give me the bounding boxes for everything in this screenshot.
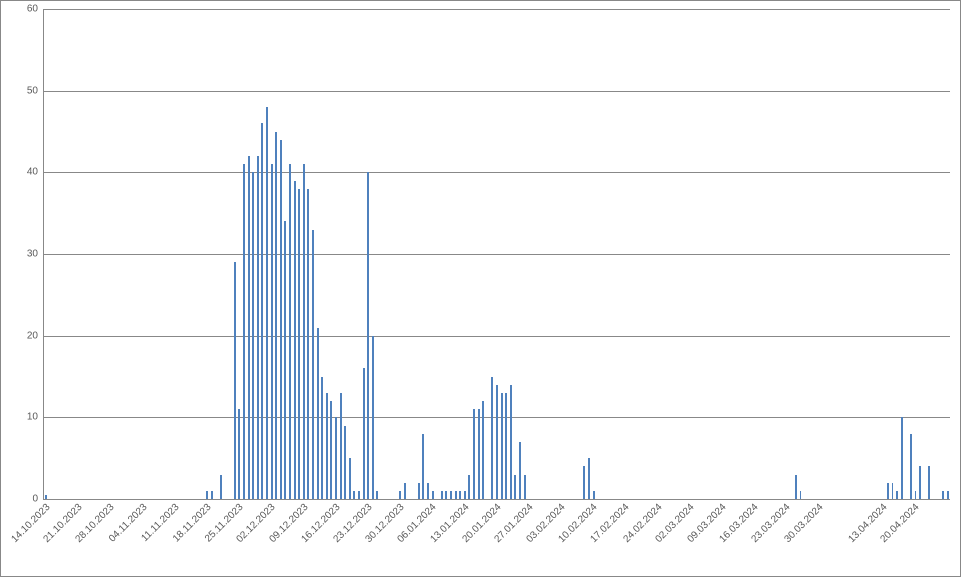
bar [501, 393, 503, 499]
bar [947, 491, 949, 499]
y-gridline [44, 9, 950, 10]
bar [376, 491, 378, 499]
y-gridline [44, 336, 950, 337]
bar [317, 328, 319, 500]
bar [519, 442, 521, 499]
bar [910, 434, 912, 499]
bar [335, 417, 337, 499]
bar [473, 409, 475, 499]
bar [795, 475, 797, 500]
bar [275, 132, 277, 500]
bar [307, 189, 309, 499]
bar [450, 491, 452, 499]
bar [238, 409, 240, 499]
bar [45, 495, 47, 499]
y-tick-label: 20 [27, 330, 44, 341]
bar [491, 377, 493, 500]
bar [358, 491, 360, 499]
y-gridline [44, 254, 950, 255]
bar [583, 466, 585, 499]
bar [445, 491, 447, 499]
bar [289, 164, 291, 499]
bar [284, 221, 286, 499]
y-gridline [44, 172, 950, 173]
bar [482, 401, 484, 499]
bar [478, 409, 480, 499]
y-tick-label: 30 [27, 249, 44, 260]
bar [468, 475, 470, 500]
bar [928, 466, 930, 499]
y-gridline [44, 91, 950, 92]
bar [432, 491, 434, 499]
bar [326, 393, 328, 499]
bar [353, 491, 355, 499]
bar [404, 483, 406, 499]
bar [206, 491, 208, 499]
bar [248, 156, 250, 499]
bar [321, 377, 323, 500]
bar [271, 164, 273, 499]
bar [418, 483, 420, 499]
y-tick-label: 40 [27, 167, 44, 178]
bar [220, 475, 222, 500]
bar [363, 368, 365, 499]
bar [496, 385, 498, 499]
bar [514, 475, 516, 500]
bar [211, 491, 213, 499]
bar [280, 140, 282, 499]
bar [372, 336, 374, 499]
y-tick-label: 60 [27, 4, 44, 15]
bar [349, 458, 351, 499]
bar [459, 491, 461, 499]
bar [505, 393, 507, 499]
bar [243, 164, 245, 499]
bar [252, 172, 254, 499]
bar [399, 491, 401, 499]
y-tick-label: 50 [27, 85, 44, 96]
y-tick-label: 10 [27, 412, 44, 423]
bar [261, 123, 263, 499]
bar [915, 491, 917, 499]
bar [588, 458, 590, 499]
bar [427, 483, 429, 499]
bar [303, 164, 305, 499]
bar [887, 483, 889, 499]
bar [593, 491, 595, 499]
bar [234, 262, 236, 499]
bar [340, 393, 342, 499]
bar [524, 475, 526, 500]
bar [896, 491, 898, 499]
chart-frame: 010203040506014.10.202321.10.202328.10.2… [0, 0, 961, 577]
bar [455, 491, 457, 499]
bar [266, 107, 268, 499]
bar [441, 491, 443, 499]
bar [422, 434, 424, 499]
plot-area: 010203040506014.10.202321.10.202328.10.2… [43, 9, 950, 500]
bar [892, 483, 894, 499]
bar [800, 491, 802, 499]
bar [257, 156, 259, 499]
bar [312, 230, 314, 500]
bar [901, 417, 903, 499]
bar [294, 181, 296, 500]
bar [464, 491, 466, 499]
bar [330, 401, 332, 499]
bar [298, 189, 300, 499]
bar [510, 385, 512, 499]
bar [344, 426, 346, 500]
bar [919, 466, 921, 499]
bar [367, 172, 369, 499]
bar [942, 491, 944, 499]
